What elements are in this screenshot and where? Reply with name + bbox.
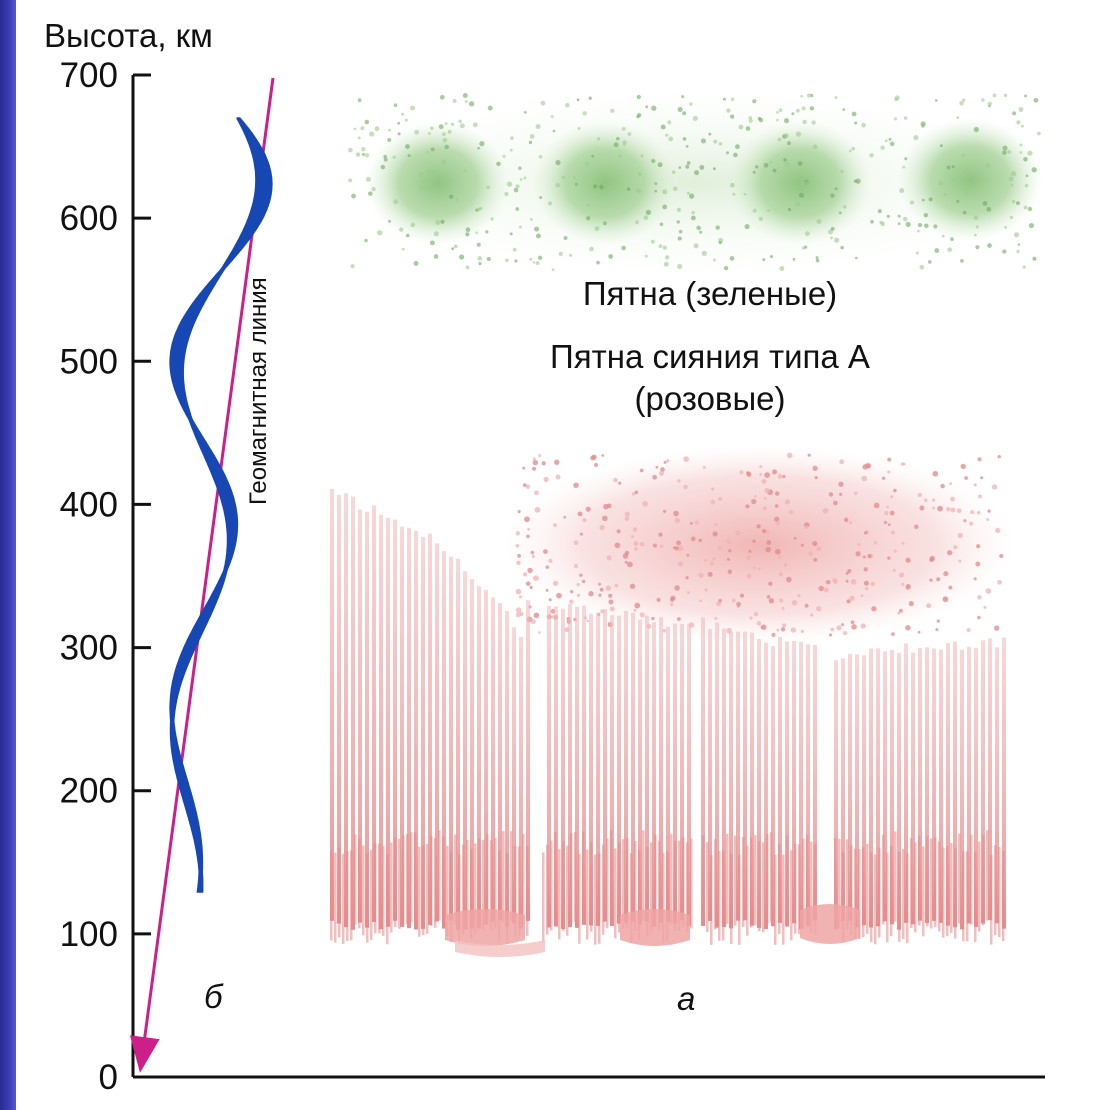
green-spots-label: Пятна (зеленые) [583, 275, 837, 312]
y-tick-label: 700 [60, 56, 118, 95]
panel-b-label: б [204, 978, 224, 1015]
y-tick-label: 300 [60, 629, 118, 668]
y-axis: 0 100 200 300 400 500 600 700 [60, 56, 151, 1097]
panel-a-label: а [677, 980, 695, 1017]
y-tick-label: 0 [99, 1058, 118, 1097]
geomagnetic-line [129, 77, 275, 1073]
y-tick-label: 200 [60, 772, 118, 811]
pink-aurora-folds [445, 904, 860, 957]
pink-spots-label-line1: Пятна сияния типа А [550, 338, 870, 375]
y-tick-label: 500 [60, 342, 118, 381]
y-tick-label: 400 [60, 485, 118, 524]
y-tick-label: 600 [60, 199, 118, 238]
pink-spots-label-line2: (розовые) [634, 380, 785, 417]
slide-frame-strip [0, 0, 16, 1110]
geomagnetic-line-label: Геомагнитная линия [245, 277, 272, 505]
pink-aurora-rays [330, 488, 1006, 945]
y-axis-label: Высота, км [44, 17, 213, 54]
blue-wave [169, 117, 273, 893]
y-tick-label: 100 [60, 915, 118, 954]
green-spots [345, 90, 1045, 275]
pink-aurora-cloud [505, 445, 1015, 645]
